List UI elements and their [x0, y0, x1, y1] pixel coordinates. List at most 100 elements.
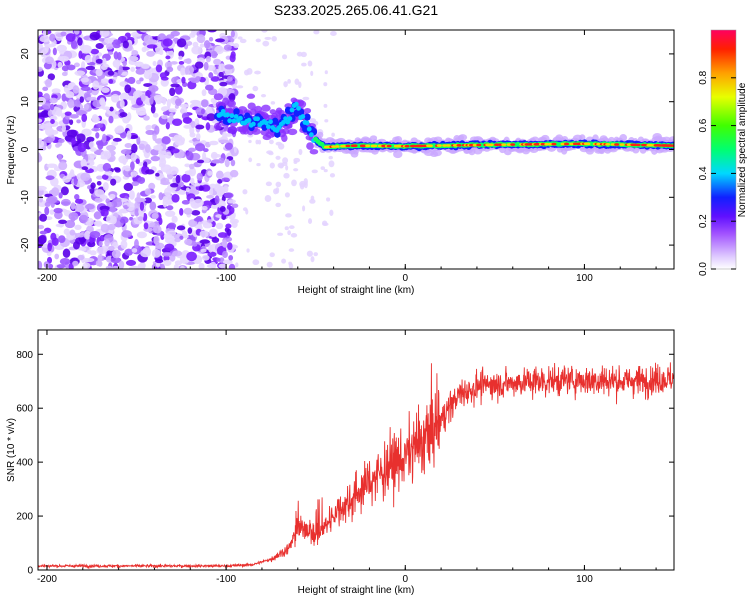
noise-speck	[162, 111, 172, 116]
faint-speck	[269, 162, 275, 169]
ridge-peak	[564, 142, 570, 146]
noise-speck	[195, 124, 205, 130]
noise-speck	[215, 38, 225, 43]
noise-speck	[81, 166, 89, 171]
faint-speck	[302, 96, 310, 101]
noise-speck	[38, 66, 43, 72]
noise-speck	[64, 111, 72, 116]
noise-speck	[151, 81, 158, 86]
noise-speck	[96, 181, 102, 186]
noise-speck	[203, 40, 211, 49]
noise-speck	[143, 83, 153, 87]
noise-speck	[206, 64, 216, 72]
noise-speck	[130, 152, 137, 162]
ridge-peak	[404, 144, 410, 148]
noise-speck	[86, 96, 97, 101]
ridge-peak	[352, 144, 358, 148]
noise-speck	[171, 193, 180, 203]
faint-speck	[311, 169, 318, 174]
noise-speck	[162, 198, 168, 208]
noise-speck	[112, 59, 121, 68]
noise-speck	[154, 125, 160, 135]
faint-speck	[328, 160, 335, 168]
noise-speck	[118, 260, 125, 269]
snr-ylabel: SNR (10 * v/v)	[6, 418, 17, 482]
noise-speck	[141, 63, 150, 69]
noise-speck	[102, 182, 109, 191]
noise-speck	[152, 225, 162, 234]
faint-speck	[270, 101, 276, 105]
noise-speck	[197, 221, 202, 230]
noise-speck	[222, 250, 228, 259]
noise-speck	[80, 86, 91, 92]
noise-speck	[98, 37, 105, 42]
noise-speck	[84, 54, 92, 64]
noise-speck	[86, 136, 95, 142]
noise-speck	[208, 72, 214, 79]
noise-speck	[74, 224, 82, 230]
faint-speck	[243, 69, 250, 76]
faint-speck	[288, 248, 295, 252]
noise-speck	[149, 222, 156, 228]
noise-speck	[201, 89, 207, 97]
noise-speck	[43, 261, 50, 269]
noise-speck	[72, 85, 80, 94]
ridge-cyan	[220, 109, 226, 114]
noise-speck	[68, 212, 79, 221]
noise-speck	[195, 76, 201, 81]
noise-speck	[131, 181, 140, 187]
ridge-halo	[306, 142, 314, 150]
chart-title: S233.2025.265.06.41.G21	[274, 2, 438, 18]
noise-speck	[96, 246, 107, 255]
noise-speck	[38, 106, 44, 111]
noise-speck	[193, 217, 203, 222]
noise-speck	[137, 263, 145, 269]
noise-speck	[54, 253, 60, 260]
noise-speck	[96, 175, 104, 180]
noise-speck	[174, 85, 183, 95]
noise-speck	[118, 65, 123, 75]
faint-speck	[265, 181, 272, 187]
noise-speck	[168, 166, 179, 175]
noise-speck	[77, 254, 85, 261]
faint-speck	[248, 139, 252, 144]
noise-speck	[164, 151, 172, 159]
noise-speck	[158, 192, 164, 201]
noise-speck	[179, 103, 189, 108]
noise-speck	[161, 251, 172, 257]
noise-speck	[58, 161, 68, 171]
x-tick-label: 100	[576, 574, 593, 585]
noise-speck	[139, 30, 151, 33]
noise-speck	[182, 116, 192, 124]
noise-speck	[69, 119, 74, 125]
ridge-blue	[233, 108, 240, 116]
x-tick-label: 0	[402, 273, 408, 284]
ridge-peak	[572, 142, 578, 146]
noise-speck	[217, 232, 228, 238]
noise-speck	[114, 126, 125, 134]
faint-speck	[268, 151, 274, 156]
noise-speck	[194, 61, 204, 69]
faint-speck	[262, 40, 270, 47]
noise-speck	[72, 260, 79, 267]
ridge-cyan	[306, 126, 312, 132]
ridge-peak	[528, 143, 534, 146]
ridge-cyan	[308, 132, 314, 138]
noise-speck	[127, 76, 136, 84]
noise-speck	[49, 209, 55, 215]
noise-speck	[210, 204, 219, 209]
noise-speck	[89, 230, 101, 239]
noise-speck	[206, 219, 213, 223]
noise-speck	[190, 120, 196, 129]
noise-speck	[216, 187, 225, 196]
ridge-peak	[397, 144, 403, 148]
faint-speck	[233, 43, 240, 49]
noise-speck	[166, 34, 175, 40]
faint-speck	[308, 218, 313, 225]
noise-speck	[107, 70, 115, 76]
faint-speck	[239, 38, 247, 44]
noise-speck	[171, 215, 178, 223]
ridge-cyan	[229, 113, 235, 119]
noise-speck	[87, 249, 92, 255]
noise-speck	[45, 175, 55, 180]
